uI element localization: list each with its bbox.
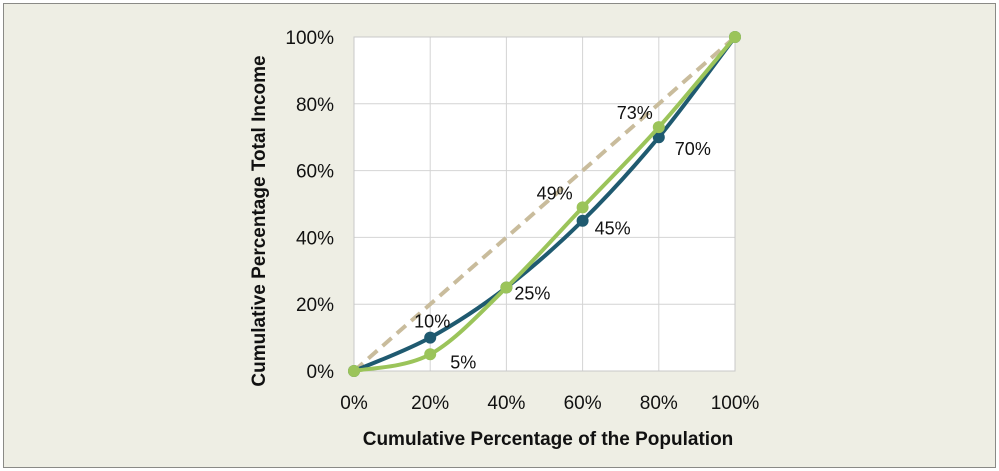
data-label: 25% [514,284,550,304]
data-point-dark [424,331,437,344]
y-tick-label: 60% [296,162,334,183]
x-tick-label: 100% [711,393,760,414]
equality-line [352,35,737,373]
data-point-green [729,31,741,43]
axis-ticks: 0% 20% 40% 60% 80% 100% 0% 20% 40% 60% 80% 100% [285,28,759,414]
y-tick-label: 20% [296,295,334,316]
x-tick-label: 60% [564,393,602,414]
x-tick-label: 80% [640,393,678,414]
data-label: 10% [414,312,450,332]
data-label: 45% [595,219,631,239]
y-tick-label: 100% [285,28,334,49]
data-point-green [424,348,437,361]
plot-border [353,36,736,372]
x-tick-label: 20% [411,393,449,414]
data-label: 73% [617,103,653,123]
data-point-dark [652,131,665,144]
data-point-green [652,121,665,134]
data-point-green [500,281,513,294]
x-axis-title: Cumulative Percentage of the Population [363,429,734,450]
data-point-green [348,365,360,377]
data-point-green [576,201,589,214]
y-axis-title: Cumulative Percentage Total Income [249,55,270,386]
data-label: 5% [450,352,476,372]
y-tick-label: 0% [307,362,335,383]
y-tick-label: 80% [296,95,334,116]
x-tick-label: 0% [340,393,368,414]
data-labels: 10% 45% 70% 5% 25% 49% 73% [414,103,711,372]
x-tick-label: 40% [487,393,525,414]
grid-lines [353,36,736,372]
data-label: 70% [675,139,711,159]
y-tick-label: 40% [296,228,334,249]
data-point-dark [576,214,589,227]
data-label: 49% [537,183,573,203]
series [348,31,741,377]
